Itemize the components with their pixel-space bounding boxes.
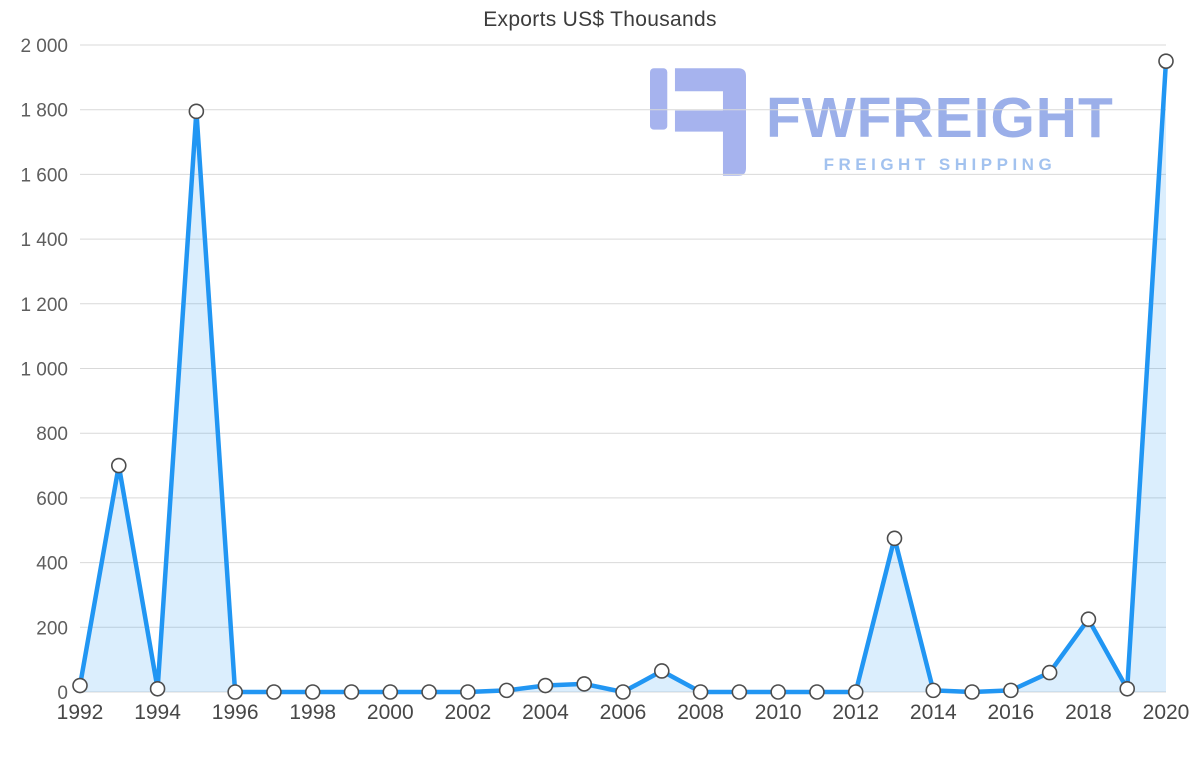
data-point-marker: [382, 684, 399, 700]
x-tick-label: 1992: [57, 701, 104, 724]
x-tick-label: 1994: [134, 701, 181, 724]
x-tick-label: 1996: [212, 701, 259, 724]
data-point-marker: [692, 684, 709, 700]
brand-tagline: FREIGHT SHIPPING: [823, 155, 1057, 174]
data-point-marker: [847, 684, 864, 700]
data-point-marker: [1041, 664, 1058, 681]
x-tick-label: 2016: [987, 701, 1034, 724]
x-tick-label: 2004: [522, 701, 569, 724]
x-tick-label: 2020: [1143, 701, 1190, 724]
data-point-marker: [964, 684, 980, 700]
x-tick-label: 2002: [444, 701, 491, 724]
y-tick-label: 200: [36, 618, 68, 639]
brand-name: FWFREIGHT: [766, 86, 1114, 150]
data-point-marker: [809, 684, 825, 700]
data-point-marker: [72, 677, 88, 694]
data-point-marker: [1158, 53, 1174, 69]
data-point-marker: [188, 103, 205, 120]
y-tick-label: 1 400: [20, 230, 68, 251]
y-tick-label: 1 600: [20, 165, 68, 186]
brand-logo-icon: [650, 66, 746, 178]
data-point-marker: [576, 676, 593, 692]
data-point-marker: [1003, 682, 1019, 699]
y-tick-label: 2 000: [20, 36, 68, 57]
data-point-marker: [770, 684, 786, 700]
data-point-marker: [615, 684, 631, 700]
data-point-marker: [1119, 680, 1136, 697]
data-point-marker: [731, 684, 748, 700]
data-point-marker: [460, 684, 476, 700]
x-tick-label: 2018: [1065, 701, 1112, 724]
data-point-marker: [886, 530, 903, 547]
y-tick-label: 400: [36, 554, 68, 575]
data-point-marker: [110, 457, 127, 474]
data-point-marker: [1080, 611, 1097, 628]
y-tick-label: 1 000: [20, 360, 68, 381]
x-tick-label: 2006: [600, 701, 647, 724]
x-tick-label: 2000: [367, 701, 414, 724]
data-point-marker: [304, 684, 321, 700]
x-tick-label: 2008: [677, 701, 724, 724]
data-point-marker: [498, 682, 515, 699]
data-point-marker: [537, 677, 554, 694]
data-point-marker: [227, 684, 243, 700]
data-point-marker: [925, 682, 942, 699]
x-tick-label: 2014: [910, 701, 957, 724]
y-tick-label: 1 800: [20, 101, 68, 122]
data-point-marker: [653, 663, 670, 679]
data-point-marker: [266, 684, 282, 700]
data-point-marker: [149, 680, 166, 697]
x-tick-label: 2010: [755, 701, 802, 724]
y-tick-label: 600: [36, 489, 68, 510]
y-tick-label: 0: [57, 683, 68, 704]
x-tick-label: 2012: [832, 701, 879, 724]
data-point-marker: [421, 684, 437, 700]
y-tick-label: 800: [36, 424, 68, 445]
chart-title: Exports US$ Thousands: [483, 8, 717, 31]
data-point-marker: [343, 684, 360, 700]
brand-watermark: FWFREIGHT FREIGHT SHIPPING: [650, 66, 1114, 178]
y-tick-label: 1 200: [20, 295, 68, 316]
x-tick-label: 1998: [289, 701, 336, 724]
brand-text-block: FWFREIGHT FREIGHT SHIPPING: [766, 90, 1114, 175]
